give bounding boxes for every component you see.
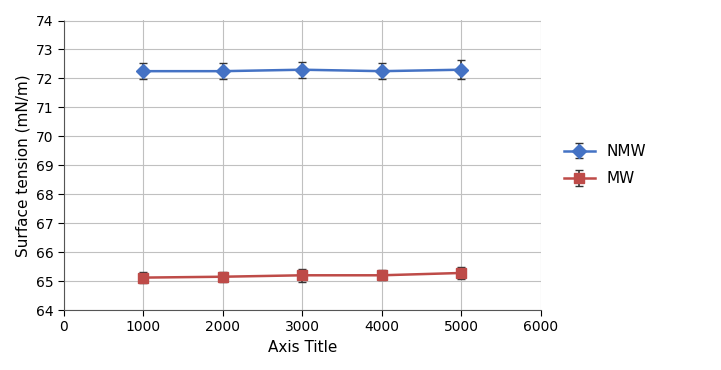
Y-axis label: Surface tension (mN/m): Surface tension (mN/m): [15, 74, 30, 256]
X-axis label: Axis Title: Axis Title: [267, 340, 337, 355]
Legend: NMW, MW: NMW, MW: [558, 138, 653, 192]
